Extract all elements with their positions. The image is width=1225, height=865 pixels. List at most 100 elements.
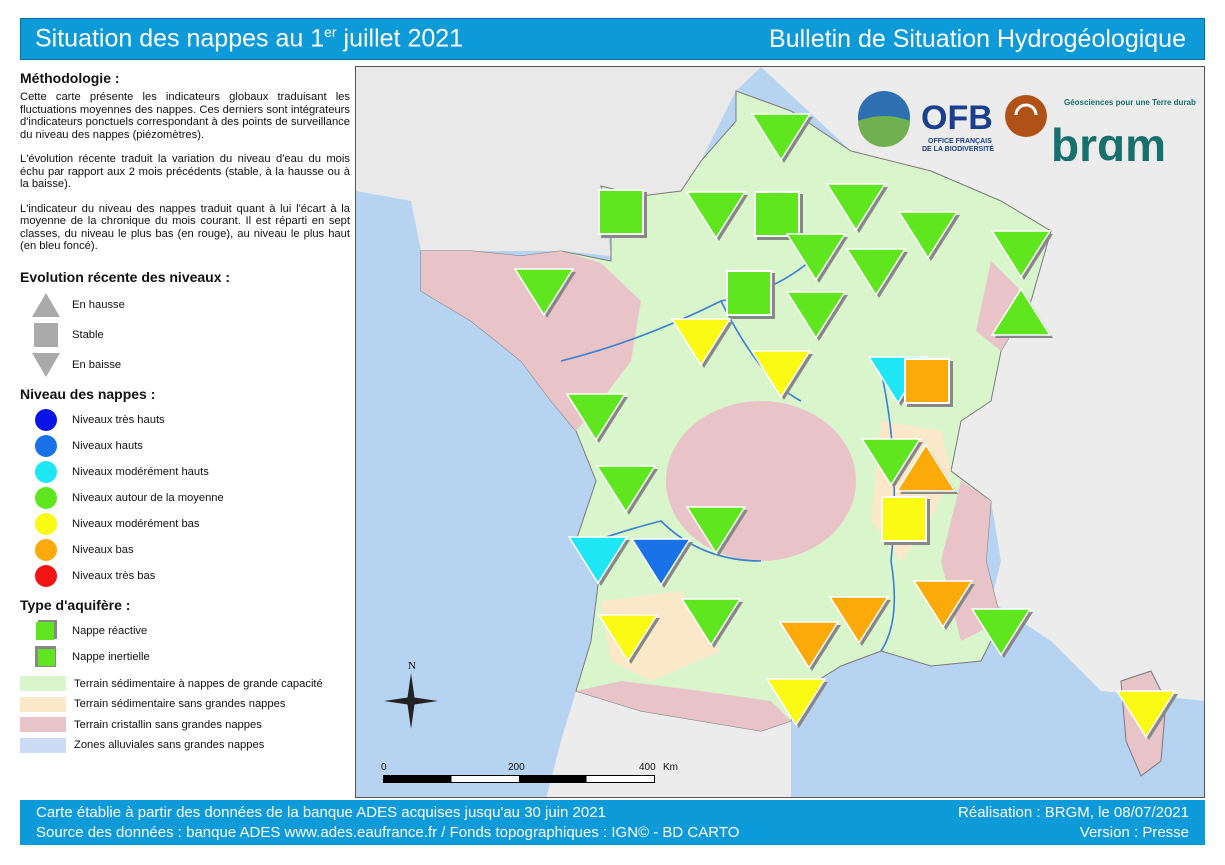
hydro-map[interactable]: OFB OFFICE FRANÇAIS DE LA BIODIVERSITÉ b… [355, 66, 1205, 798]
legend-level: Niveaux modérément bas [20, 511, 350, 537]
legend-terrain: Terrain sédimentaire sans grandes nappes [20, 694, 350, 715]
north-label: N [408, 660, 416, 672]
level-dot-icon [35, 486, 57, 509]
levels-title: Niveau des nappes : [20, 385, 156, 402]
aquifer-marker-down[interactable] [567, 536, 630, 586]
terrain-swatch [20, 696, 66, 712]
evolution-title: Evolution récente des niveaux : [20, 268, 231, 285]
legend-level: Niveaux autour de la moyenne [20, 485, 350, 511]
aquifer-marker-down[interactable] [750, 113, 813, 163]
aquifer-marker-down[interactable] [685, 191, 748, 241]
aquifer-title: Type d'aquifère : [20, 596, 131, 613]
logos: OFB OFFICE FRANÇAIS DE LA BIODIVERSITÉ b… [858, 91, 1196, 161]
legend-stable: Stable [20, 320, 350, 350]
aquifer-marker-down[interactable] [990, 230, 1053, 280]
legend-level: Niveaux hauts [20, 433, 350, 459]
methodology-text: L'indicateur du niveau des nappes tradui… [20, 202, 350, 253]
legend-level: Niveaux très bas [20, 563, 350, 589]
crystalline-massif-central [666, 401, 856, 561]
legend-down: En baisse [20, 350, 350, 380]
markers-layer [513, 113, 1178, 740]
partner-logos: OFB OFFICE FRANÇAIS DE LA BIODIVERSITÉ b… [856, 81, 1196, 161]
aquifer-marker-down[interactable] [860, 438, 923, 488]
footer: Carte établie à partir des données de la… [20, 800, 1205, 845]
aquifer-marker-down[interactable] [565, 393, 628, 443]
footer-source: Source des données : banque ADES www.ade… [36, 824, 740, 841]
level-dot-icon [35, 408, 57, 431]
aquifer-marker-down[interactable] [825, 183, 888, 233]
brgm-tagline: Géosciences pour une Terre durable [1064, 98, 1196, 107]
level-dot-icon [35, 538, 57, 561]
legend-terrain: Zones alluviales sans grandes nappes [20, 735, 350, 756]
aquifer-marker-down[interactable] [970, 608, 1033, 658]
aquifer-marker-down[interactable] [1115, 690, 1178, 740]
methodology-title: Méthodologie : [20, 70, 120, 86]
aquifer-marker-stable[interactable] [754, 191, 803, 240]
aquifer-marker-stable[interactable] [598, 189, 647, 238]
ofb-subtitle: OFFICE FRANÇAIS [928, 138, 992, 145]
aquifer-marker-down[interactable] [785, 233, 848, 283]
aquifer-marker-down[interactable] [595, 465, 658, 515]
legend-inertial: Nappe inertielle [20, 644, 350, 670]
aquifer-marker-stable[interactable] [726, 270, 775, 319]
aquifer-marker-down[interactable] [778, 621, 841, 671]
scale-unit: Km [663, 762, 678, 773]
terrain-swatch [20, 676, 66, 692]
aquifer-marker-down[interactable] [912, 580, 975, 630]
aquifer-marker-up[interactable] [895, 443, 958, 494]
levels-legend: Niveaux très hauts Niveaux hauts Niveaux m… [20, 407, 350, 589]
footer-source: Carte établie à partir des données de la… [36, 804, 606, 821]
methodology-text: Cette carte présente les indicateurs glo… [20, 91, 350, 141]
legend-level: Niveaux modérément hauts [20, 459, 350, 485]
terrain-legend: Terrain sédimentaire à nappes de grande … [20, 674, 350, 756]
scale-label: 400 [639, 762, 656, 773]
aquifer-marker-down[interactable] [828, 596, 891, 646]
scale-label: 200 [508, 762, 525, 773]
north-arrow-icon: N [384, 660, 438, 729]
aquifer-marker-down[interactable] [765, 678, 828, 728]
level-dot-icon [35, 434, 57, 457]
aquifer-marker-down[interactable] [897, 211, 960, 261]
triangle-down-icon [20, 352, 72, 378]
footer-version: Version : Presse [1079, 824, 1189, 841]
footer-credit: Réalisation : BRGM, le 08/07/2021 [958, 804, 1189, 821]
legend-terrain: Terrain sédimentaire à nappes de grande … [20, 674, 350, 695]
legend-level: Niveaux très hauts [20, 407, 350, 433]
triangle-up-icon [20, 292, 72, 318]
aquifer-marker-down[interactable] [685, 506, 748, 556]
aquifer-marker-stable[interactable] [904, 358, 953, 407]
land-italy [991, 561, 1204, 701]
land-neighbours [761, 67, 1204, 561]
header: Situation des nappes au 1er juillet 2021… [20, 18, 1205, 60]
legend-reactive: Nappe réactive [20, 618, 350, 644]
brgm-emblem [1005, 95, 1047, 137]
square-icon [20, 322, 72, 348]
scale-bar: 0 200 400 Km [381, 762, 681, 792]
inertial-square-icon [20, 645, 72, 669]
crystalline-brittany [421, 251, 641, 431]
level-dot-icon [35, 512, 57, 535]
aquifer-marker-down[interactable] [680, 598, 743, 648]
legend-level: Niveaux bas [20, 537, 350, 563]
aquifer-marker-down[interactable] [845, 248, 908, 298]
crystalline-pyrenees [576, 681, 791, 731]
legend-terrain: Terrain cristallin sans grandes nappes [20, 715, 350, 736]
aquifer-marker-down[interactable] [670, 318, 733, 368]
legend-up: En hausse [20, 290, 350, 320]
brgm-logo: brgm [1051, 119, 1166, 161]
bulletin-title: Bulletin de Situation Hydrogéologique [769, 24, 1186, 53]
aquifer-marker-down[interactable] [513, 268, 576, 318]
land-uk [356, 67, 761, 256]
terrain-swatch [20, 717, 66, 733]
aquifer-marker-down[interactable] [630, 538, 693, 588]
map-canvas [356, 67, 1204, 797]
aquifer-marker-stable[interactable] [881, 496, 930, 545]
legend-panel: Méthodologie : Cette carte présente les … [20, 66, 350, 756]
reactive-square-icon [20, 619, 72, 643]
aquifer-marker-down[interactable] [597, 614, 660, 664]
aquifer-marker-down[interactable] [750, 350, 813, 400]
crystalline-vosges [976, 261, 1031, 351]
land-spain [546, 691, 791, 797]
aquifer-marker-up[interactable] [990, 287, 1053, 338]
aquifer-marker-down[interactable] [785, 291, 848, 341]
